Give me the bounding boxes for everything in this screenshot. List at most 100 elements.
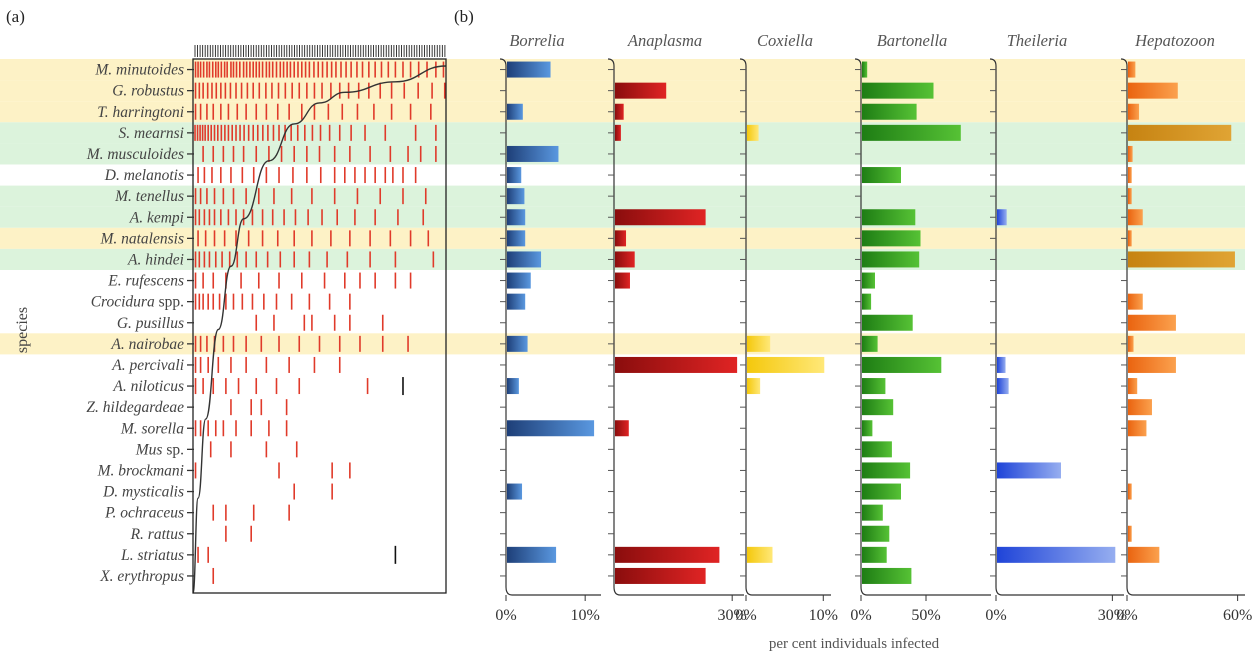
series-title: Bartonella (877, 31, 948, 50)
x-tick-label: 0% (985, 607, 1006, 624)
species-label: M. minutoides (94, 62, 184, 79)
species-label: M. musculoides (86, 146, 184, 163)
bar-panel: Coxiella 0% 10% (735, 31, 838, 624)
bar (862, 483, 901, 500)
species-label: A. nairobae (110, 336, 184, 353)
bar (862, 230, 921, 247)
bar (507, 335, 528, 352)
x-tick-label: 30% (1098, 607, 1127, 624)
bar (1128, 378, 1138, 395)
panel-axis (739, 58, 753, 596)
bar (1128, 399, 1152, 416)
species-label: G. pusillus (117, 315, 184, 332)
species-label: X. erythropus (99, 568, 184, 585)
panel-axis (1120, 58, 1134, 596)
x-tick-label: 10% (809, 607, 838, 624)
bar (862, 103, 917, 120)
bar-panel: Borrelia 0% 10% (495, 31, 601, 624)
bar (507, 145, 559, 162)
bar (507, 483, 523, 500)
species-label: S. mearnsi (119, 125, 184, 142)
bar (615, 82, 667, 99)
bar (615, 230, 627, 247)
bar (507, 209, 526, 226)
bar (747, 356, 825, 373)
bar (615, 356, 738, 373)
row-band (0, 185, 1245, 207)
bar (862, 441, 892, 458)
bar (615, 546, 720, 563)
bar (862, 314, 913, 331)
rug-plot (192, 45, 447, 594)
bar (862, 525, 890, 542)
bar (1128, 293, 1143, 310)
bar (862, 82, 934, 99)
species-label: Crocidura spp. (91, 294, 184, 311)
series-title: Theileria (1007, 31, 1068, 50)
y-axis-label: species (14, 307, 31, 353)
species-label: P. ochraceus (104, 505, 184, 522)
species-label: R. rattus (130, 526, 184, 543)
bar (862, 504, 883, 521)
bar (1128, 525, 1132, 542)
bar (862, 378, 886, 395)
bar (1128, 251, 1235, 268)
bar (507, 167, 522, 184)
bar (507, 546, 557, 563)
bar (1128, 420, 1147, 437)
panel-axis (499, 58, 513, 596)
bar (615, 251, 635, 268)
bar (507, 420, 595, 437)
row-band (0, 122, 1245, 144)
bar (615, 209, 706, 226)
bar (997, 546, 1116, 563)
panel-label-a: (a) (6, 7, 25, 26)
row-bands (0, 59, 1245, 355)
species-label: Mus sp. (135, 441, 184, 458)
bar (507, 272, 531, 289)
bar (615, 567, 706, 584)
species-label: D. mysticalis (102, 484, 184, 501)
bar (997, 378, 1009, 395)
bar (997, 209, 1007, 226)
x-tick-label: 10% (571, 607, 600, 624)
series-title: Hepatozoon (1134, 31, 1215, 50)
bar (507, 378, 519, 395)
bar-panels: Borrelia 0% 10% Anaplasma 30% Coxiella 0% 10% Ba… (495, 31, 1252, 624)
bar (615, 103, 624, 120)
bar (862, 399, 894, 416)
panel-label-b: (b) (454, 7, 474, 26)
bar (862, 272, 875, 289)
bar (997, 356, 1006, 373)
bar (1128, 188, 1132, 205)
x-axis-label: per cent individuals infected (769, 636, 940, 652)
species-label: E. rufescens (107, 273, 184, 290)
panel-axis (989, 58, 1003, 596)
series-title: Anaplasma (627, 31, 702, 50)
bar (1128, 356, 1176, 373)
bar (1128, 103, 1140, 120)
bar (862, 167, 901, 184)
bar (1128, 145, 1133, 162)
bar (507, 293, 526, 310)
x-tick-label: 50% (911, 607, 940, 624)
bar (862, 335, 878, 352)
bar (862, 420, 873, 437)
bar (1128, 167, 1132, 184)
bar-panel: Theileria 0% 30% (985, 31, 1127, 624)
x-tick-label: 60% (1223, 607, 1252, 624)
bar (1128, 483, 1132, 500)
x-tick-label: 0% (735, 607, 756, 624)
bar-panel: Hepatozoon 0% 60% (1116, 31, 1252, 624)
bar (1128, 61, 1136, 78)
bar (862, 356, 942, 373)
row-band (0, 59, 1245, 81)
bar (615, 124, 621, 141)
bar (615, 272, 630, 289)
species-label: G. robustus (112, 83, 184, 100)
x-tick-label: 0% (850, 607, 871, 624)
bar (862, 567, 912, 584)
bar (507, 103, 523, 120)
species-label: M. brockmani (97, 462, 184, 479)
